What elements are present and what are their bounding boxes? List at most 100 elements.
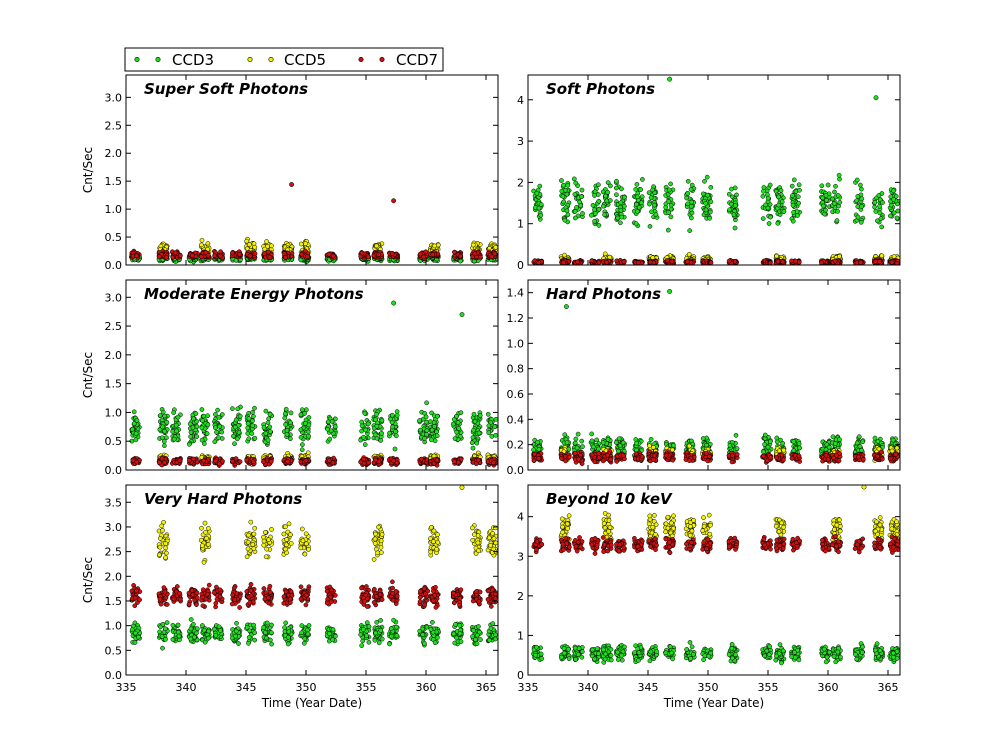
point-ccd3: [326, 420, 330, 424]
point-ccd3: [459, 411, 463, 415]
point-ccd3: [779, 188, 783, 192]
point-ccd7: [173, 251, 177, 255]
point-ccd3: [214, 430, 218, 434]
point-ccd3: [264, 409, 268, 413]
point-ccd7: [435, 458, 439, 462]
point-ccd7: [266, 250, 270, 254]
point-ccd7: [491, 461, 495, 465]
point-ccd7: [456, 460, 460, 464]
point-ccd3: [860, 204, 864, 208]
legend: CCD3 CCD5 CCD7: [125, 48, 443, 71]
panel-frame: [528, 75, 900, 265]
point-ccd7: [597, 261, 601, 265]
point-ccd3: [836, 193, 840, 197]
point-ccd3: [250, 431, 254, 435]
point-ccd3: [417, 419, 421, 423]
point-ccd3: [593, 211, 597, 215]
point-ccd3: [387, 431, 391, 435]
point-ccd3: [486, 412, 490, 416]
point-ccd7: [190, 253, 194, 257]
point-ccd7: [476, 458, 480, 462]
point-ccd7: [873, 260, 877, 264]
point-ccd3: [576, 432, 580, 436]
point-ccd3: [729, 202, 733, 206]
point-ccd3: [856, 194, 860, 198]
y-axis-label: Cnt/Sec: [81, 147, 95, 193]
point-ccd3: [251, 410, 255, 414]
legend-marker-ccd5-end: [269, 57, 273, 61]
point-ccd3: [234, 418, 238, 422]
point-ccd3: [300, 448, 304, 452]
point-ccd3: [390, 413, 394, 417]
point-ccd3: [471, 446, 475, 450]
point-ccd7: [490, 255, 494, 259]
point-ccd3: [135, 418, 139, 422]
panel-title: Super Soft Photons: [144, 80, 308, 98]
panel-title: Moderate Energy Photons: [144, 285, 364, 303]
point-ccd3: [704, 201, 708, 205]
y-tick-label: 0.0: [105, 464, 123, 477]
point-ccd7: [452, 250, 456, 254]
point-ccd3: [164, 436, 168, 440]
point-ccd3: [648, 224, 652, 228]
point-ccd3: [160, 436, 164, 440]
point-ccd7: [286, 460, 290, 464]
point-ccd3: [701, 192, 705, 196]
legend-label-ccd7: CCD7: [396, 51, 438, 69]
point-ccd7: [331, 461, 335, 465]
point-ccd3: [764, 203, 768, 207]
point-ccd3: [435, 434, 439, 438]
point-ccd7: [199, 255, 203, 259]
point-ccd3: [250, 419, 254, 423]
point-ccd3: [561, 194, 565, 198]
y-tick-label: 0: [517, 259, 524, 272]
point-ccd3: [621, 441, 625, 445]
point-ccd3: [430, 428, 434, 432]
point-ccd3: [797, 183, 801, 187]
point-ccd3: [686, 191, 690, 195]
point-ccd7: [238, 252, 242, 256]
point-ccd3: [432, 420, 436, 424]
point-ccd3: [195, 435, 199, 439]
point-ccd3: [762, 185, 766, 189]
point-ccd5: [299, 242, 303, 246]
point-ccd7: [327, 252, 331, 256]
point-ccd3: [617, 437, 621, 441]
point-ccd3: [796, 195, 800, 199]
point-ccd3: [622, 195, 626, 199]
point-ccd3: [565, 192, 569, 196]
point-ccd3: [892, 189, 896, 193]
point-ccd7: [458, 254, 462, 258]
point-ccd3: [206, 414, 210, 418]
legend-label-ccd3: CCD3: [172, 51, 214, 69]
point-ccd7: [424, 250, 428, 254]
y-tick-label: 2.0: [105, 147, 123, 160]
y-tick-label: 2: [517, 176, 524, 189]
point-ccd3: [647, 202, 651, 206]
point-ccd5: [247, 243, 251, 247]
point-ccd3: [453, 437, 457, 441]
point-ccd3: [601, 441, 605, 445]
point-ccd3: [472, 428, 476, 432]
point-ccd3: [597, 447, 601, 451]
point-ccd3: [761, 189, 765, 193]
point-ccd7: [171, 255, 175, 259]
point-ccd3: [451, 422, 455, 426]
point-ccd3: [561, 183, 565, 187]
point-ccd3: [837, 177, 841, 181]
point-ccd3: [666, 228, 670, 232]
point-ccd3: [667, 210, 671, 214]
point-ccd3: [649, 196, 653, 200]
point-ccd3: [566, 213, 570, 217]
point-ccd3: [592, 193, 596, 197]
point-ccd7: [282, 251, 286, 255]
point-ccd7: [537, 261, 541, 265]
point-ccd3: [649, 437, 653, 441]
point-ccd3: [172, 411, 176, 415]
point-ccd7: [473, 252, 477, 256]
point-ccd3: [592, 208, 596, 212]
point-ccd3: [266, 421, 270, 425]
point-ccd7: [187, 459, 191, 463]
